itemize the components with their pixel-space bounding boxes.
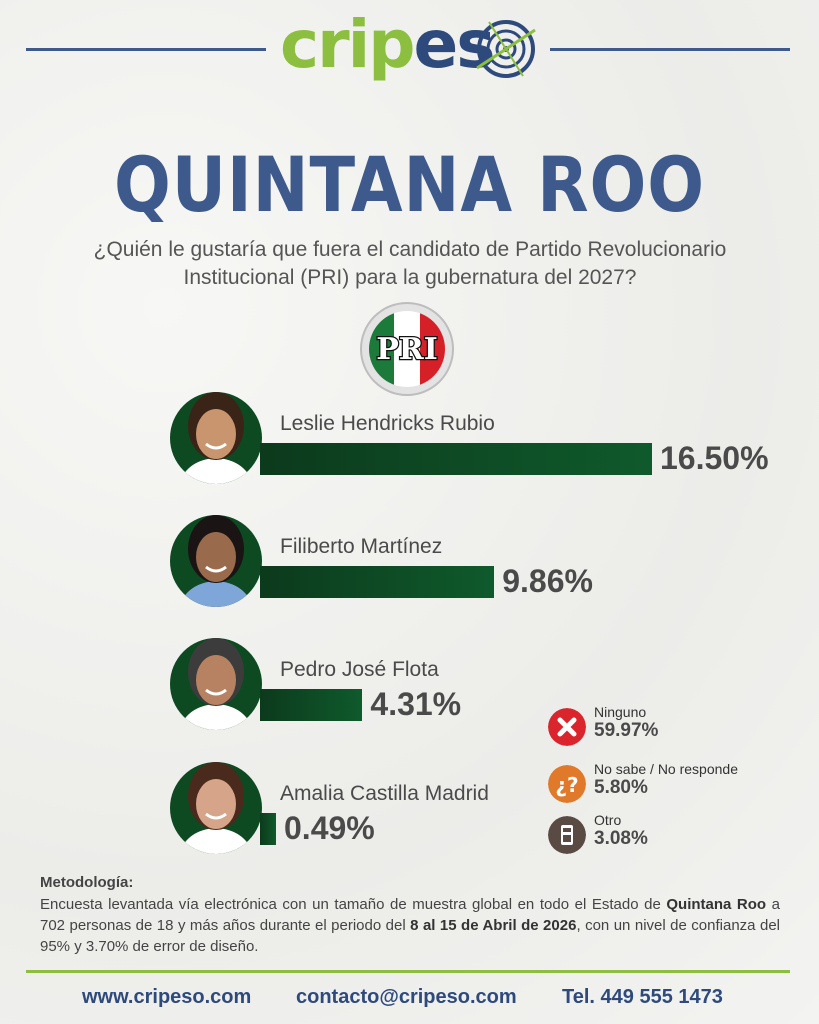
pri-logo-text: PRI [376, 332, 438, 367]
svg-text:¿?: ¿? [555, 773, 578, 797]
candidate-percent: 16.50% [660, 440, 769, 476]
pri-logo: PRI [360, 302, 454, 396]
candidate-bar [260, 689, 363, 721]
other-label: Ninguno [594, 704, 647, 720]
candidate-name: Leslie Hendricks Rubio [280, 412, 495, 435]
footer-website-link[interactable]: www.cripeso.com [82, 986, 252, 1008]
methodology-heading: Metodología: [40, 874, 134, 891]
ballot-icon [548, 816, 586, 854]
other-label: Otro [594, 812, 622, 828]
other-value: 3.08% [594, 828, 648, 849]
logo-text-green: crip [280, 6, 416, 83]
footer-email-link[interactable]: contacto@cripeso.com [296, 986, 517, 1008]
page-title: QUINTANA ROO [113, 140, 706, 229]
candidate-bar [260, 443, 652, 475]
other-value: 59.97% [594, 720, 659, 741]
target-icon [476, 20, 536, 78]
candidate-photo [170, 515, 262, 607]
methodology-text: Encuesta levantada vía electrónica con u… [40, 896, 781, 955]
question-icon: ¿? [548, 765, 586, 803]
candidate-percent: 9.86% [502, 563, 593, 599]
candidate-name: Filiberto Martínez [280, 535, 443, 558]
candidate-bar [260, 813, 276, 845]
candidate-row: Leslie Hendricks Rubio 16.50% [168, 382, 769, 502]
survey-question: ¿Quién le gustaría que fuera el candidat… [93, 238, 727, 289]
other-label: No sabe / No responde [594, 761, 738, 777]
other-value: 5.80% [594, 777, 648, 798]
candidate-photo [170, 762, 262, 854]
candidate-photo [170, 392, 262, 484]
candidate-row: Pedro José Flota 4.31% [168, 628, 628, 748]
header-rule-right [550, 48, 790, 51]
candidate-percent: 0.49% [284, 810, 375, 846]
x-icon [548, 708, 586, 746]
footer-phone[interactable]: Tel. 449 555 1473 [562, 986, 723, 1008]
logo-text-blue: es [413, 6, 496, 83]
candidate-row: Filiberto Martínez 9.86% [168, 505, 628, 625]
candidate-name: Amalia Castilla Madrid [280, 782, 489, 805]
candidate-bar [260, 566, 495, 598]
footer-rule [26, 970, 790, 973]
candidate-photo [170, 638, 262, 730]
candidate-percent: 4.31% [370, 686, 462, 722]
candidate-row: Amalia Castilla Madrid 0.49% [168, 752, 628, 872]
header-rule-left [26, 48, 266, 51]
candidate-name: Pedro José Flota [280, 658, 439, 681]
